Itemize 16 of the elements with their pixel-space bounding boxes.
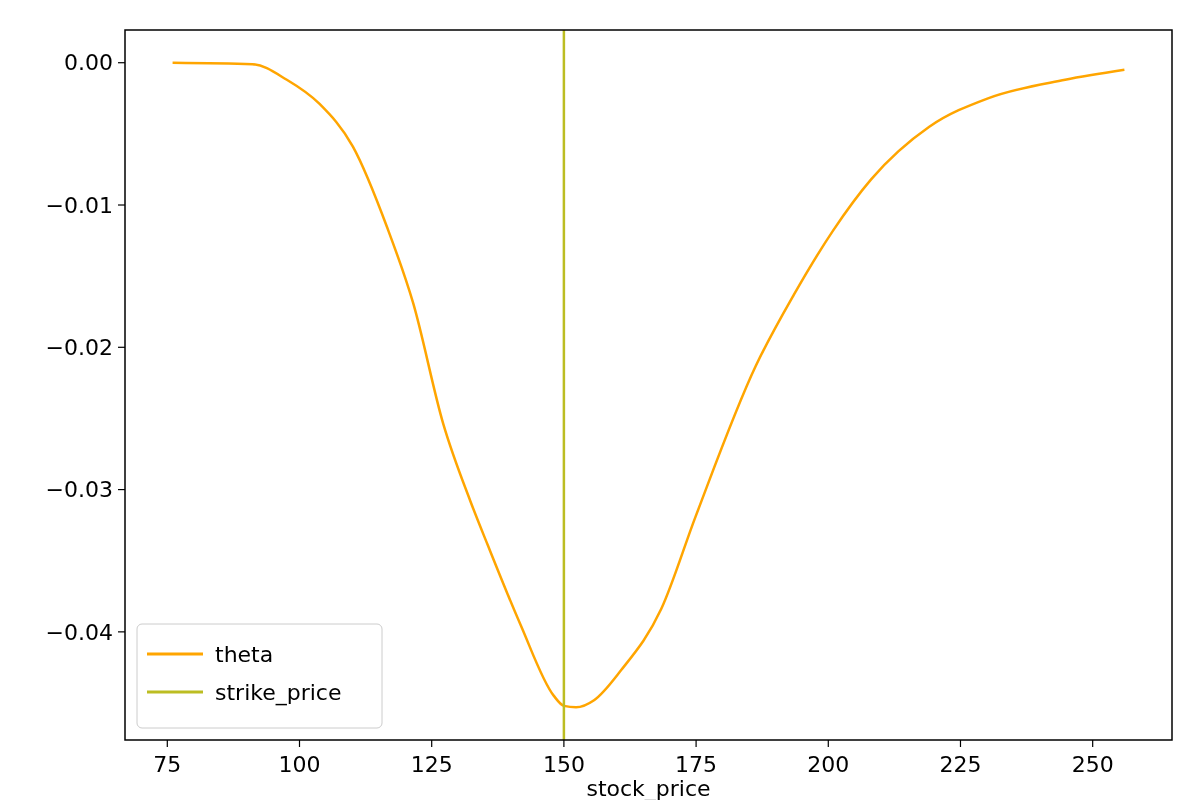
x-tick-label: 75 (153, 752, 182, 777)
y-tick-label: −0.02 (45, 334, 113, 360)
x-tick-label: 250 (1071, 752, 1114, 777)
legend-label: strike_price (215, 679, 342, 706)
y-tick-label: 0.00 (64, 50, 113, 76)
y-tick-label: −0.03 (45, 477, 113, 503)
x-tick-label: 200 (807, 752, 850, 777)
x-tick-label: 100 (278, 752, 321, 777)
x-tick-label: 125 (410, 752, 453, 777)
y-tick-label: −0.01 (45, 192, 113, 218)
legend-label: theta (215, 641, 274, 667)
x-tick-label: 175 (675, 752, 718, 777)
x-tick-label: 150 (542, 752, 585, 777)
line-series (171, 61, 1126, 709)
x-tick-label: 225 (939, 752, 982, 777)
y-tick-label: −0.04 (45, 619, 113, 645)
